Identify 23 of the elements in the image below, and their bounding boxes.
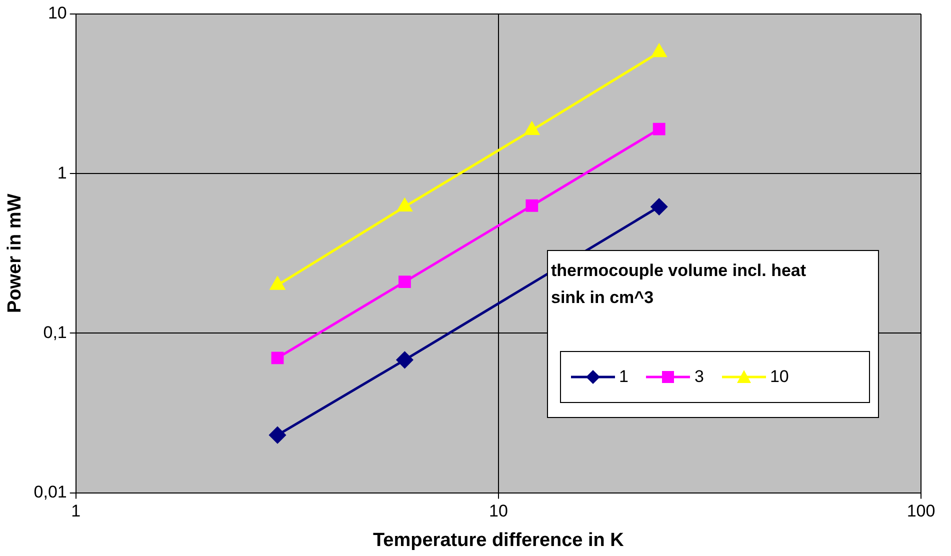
point xyxy=(398,276,411,288)
legend-label: 1 xyxy=(619,367,628,387)
y-tick-label: 1 xyxy=(57,163,67,182)
legend-title: thermocouple volume incl. heat sink in cm^3 xyxy=(551,260,808,309)
point xyxy=(269,426,286,444)
x-tick-label: 100 xyxy=(906,502,936,521)
point xyxy=(396,352,413,368)
legend-label: 10 xyxy=(770,367,789,387)
y-tick-label: 0,1 xyxy=(43,322,67,342)
point xyxy=(652,44,666,58)
x-axis-title: Temperature difference in K xyxy=(372,530,624,551)
point xyxy=(526,199,538,212)
legend-label: 3 xyxy=(694,367,704,387)
y-axis-title: Power in mW xyxy=(4,194,26,314)
point xyxy=(271,352,284,364)
x-tick-label: 10 xyxy=(488,502,508,521)
point xyxy=(652,122,666,136)
y-tick-label: 10 xyxy=(48,4,67,23)
point xyxy=(524,122,540,135)
point xyxy=(397,198,412,212)
y-tick-label: 0,01 xyxy=(34,482,67,502)
point xyxy=(650,198,668,215)
x-tick-label: 1 xyxy=(71,502,81,521)
